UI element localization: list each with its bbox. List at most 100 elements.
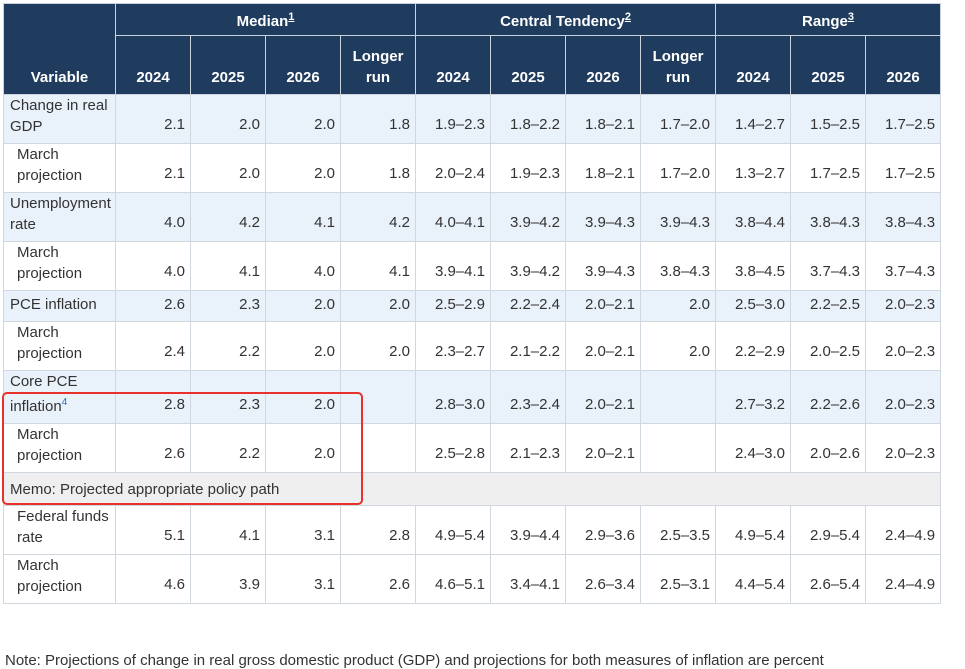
value-cell: 2.2 <box>190 423 266 473</box>
value-cell: 3.4–4.1 <box>490 554 566 604</box>
value-cell: 3.8–4.3 <box>639 241 717 291</box>
row-label: March projection <box>3 321 116 371</box>
value-cell: 2.7–3.2 <box>715 370 792 424</box>
value-cell: 2.0–2.1 <box>565 321 641 371</box>
value-cell: 2.0–2.6 <box>790 423 867 473</box>
value-cell: 1.8 <box>340 143 416 193</box>
row-label-text: March projection <box>17 244 83 282</box>
value-cell: 1.3–2.7 <box>715 143 792 193</box>
value-cell: 2.0–2.4 <box>415 143 491 193</box>
value-cell: 3.9 <box>190 554 266 604</box>
value-cell: 2.2–2.9 <box>715 321 792 371</box>
value-cell: 2.5–3.0 <box>715 290 792 322</box>
value-cell: 2.6 <box>115 423 191 473</box>
empty-cell <box>340 370 416 424</box>
value-cell: 2.6 <box>115 290 191 322</box>
highlight-box <box>2 392 363 505</box>
value-cell: 2.0–2.5 <box>790 321 867 371</box>
value-cell: 2.8 <box>340 505 416 555</box>
row-label: Unemployment rate <box>3 192 116 242</box>
value-cell: 2.4–4.9 <box>865 505 942 555</box>
footnote-link[interactable]: 3 <box>847 11 855 23</box>
value-cell: 4.0 <box>265 241 341 291</box>
value-cell: 4.0 <box>115 192 191 242</box>
value-cell: 2.3 <box>190 290 266 322</box>
value-cell: 1.8 <box>340 94 416 144</box>
value-cell: 3.9–4.2 <box>490 241 566 291</box>
value-cell: 4.1 <box>340 241 416 291</box>
value-cell: 2.9–3.6 <box>565 505 641 555</box>
value-cell: 3.9–4.3 <box>639 192 717 242</box>
value-cell: 2.0 <box>340 321 416 371</box>
footnote-ref: 2 <box>625 9 631 23</box>
value-cell: 4.2 <box>340 192 416 242</box>
value-cell: 3.7–4.3 <box>865 241 942 291</box>
value-cell: 1.7–2.5 <box>790 143 867 193</box>
projections-table: Variable Median1 Central Tendency2 Range3 20… <box>2 3 942 604</box>
value-cell: 2.2–2.4 <box>490 290 566 322</box>
value-cell: 4.1 <box>190 241 266 291</box>
empty-cell <box>639 423 717 473</box>
column-header: Longer run <box>340 35 416 95</box>
value-cell: 2.0 <box>265 370 341 424</box>
group-label: Range <box>802 13 848 30</box>
footnote-ref: 3 <box>848 9 854 23</box>
value-cell: 3.8–4.5 <box>715 241 792 291</box>
value-cell: 2.5–2.9 <box>415 290 491 322</box>
column-header: 2026 <box>565 35 641 95</box>
value-cell: 2.0–2.1 <box>565 290 641 322</box>
column-header-row: 2024 2025 2026 Longer run 2024 2025 2026 Longer… <box>4 35 942 95</box>
column-header: 2025 <box>190 35 266 95</box>
data-row: Change in real GDP 2.1 2.0 2.0 1.8 1.9–2.3 1.8… <box>3 94 942 144</box>
value-cell: 2.2–2.6 <box>790 370 867 424</box>
value-cell: 1.4–2.7 <box>715 94 792 144</box>
value-cell: 2.8 <box>115 370 191 424</box>
value-cell: 3.1 <box>265 554 341 604</box>
row-label: March projection <box>3 554 116 604</box>
data-row: March projection 4.6 3.9 3.1 2.6 4.6–5.1 3.4–4… <box>3 554 942 604</box>
group-header: Central Tendency2 <box>414 3 717 36</box>
value-cell: 2.0 <box>639 290 717 322</box>
footnote-link[interactable]: 1 <box>288 11 295 23</box>
row-label-text: March projection <box>17 146 83 184</box>
data-row: March projection 2.6 2.2 2.0 2.5–2.8 2.1–2.3 2… <box>3 423 942 473</box>
row-label-text: Federal funds rate <box>17 508 109 546</box>
value-cell: 2.1 <box>115 143 191 193</box>
footnote-ref: 1 <box>288 9 294 23</box>
value-cell: 2.2–2.5 <box>790 290 867 322</box>
value-cell: 4.9–5.4 <box>415 505 491 555</box>
value-cell: 2.4–3.0 <box>715 423 792 473</box>
row-label-text: Change in real GDP <box>10 97 108 135</box>
column-header: 2024 <box>115 35 191 95</box>
value-cell: 3.9–4.2 <box>490 192 566 242</box>
value-cell: 2.0 <box>190 94 266 144</box>
row-label: March projection <box>3 241 116 291</box>
value-cell: 4.1 <box>190 505 266 555</box>
value-cell: 2.5–2.8 <box>415 423 491 473</box>
footnote-ref: 4 <box>61 397 68 408</box>
value-cell: 2.0–2.3 <box>865 290 942 322</box>
value-cell: 3.9–4.1 <box>415 241 491 291</box>
value-cell: 3.8–4.3 <box>865 192 942 242</box>
group-header: Range3 <box>715 3 942 36</box>
data-row: Core PCE inflation4 2.8 2.3 2.0 2.8–3.0 2.3–2… <box>3 370 942 424</box>
value-cell: 4.2 <box>190 192 266 242</box>
value-cell: 2.0 <box>639 321 717 371</box>
value-cell: 2.0–2.1 <box>565 423 641 473</box>
value-cell: 2.3–2.7 <box>415 321 491 371</box>
empty-cell <box>639 370 717 424</box>
value-cell: 3.9–4.3 <box>565 241 641 291</box>
value-cell: 2.8–3.0 <box>415 370 491 424</box>
value-cell: 2.1 <box>115 94 191 144</box>
value-cell: 2.2 <box>190 321 266 371</box>
row-label: March projection <box>3 143 116 193</box>
column-header: 2026 <box>865 35 942 95</box>
row-label: March projection <box>3 423 116 473</box>
value-cell: 3.1 <box>265 505 341 555</box>
column-header: 2025 <box>490 35 566 95</box>
value-cell: 3.9–4.3 <box>565 192 641 242</box>
value-cell: 2.6–3.4 <box>565 554 641 604</box>
row-label: Change in real GDP <box>3 94 116 144</box>
data-row: March projection 2.4 2.2 2.0 2.0 2.3–2.7 2.1–2… <box>3 321 942 371</box>
footnote-link[interactable]: 2 <box>624 11 631 23</box>
